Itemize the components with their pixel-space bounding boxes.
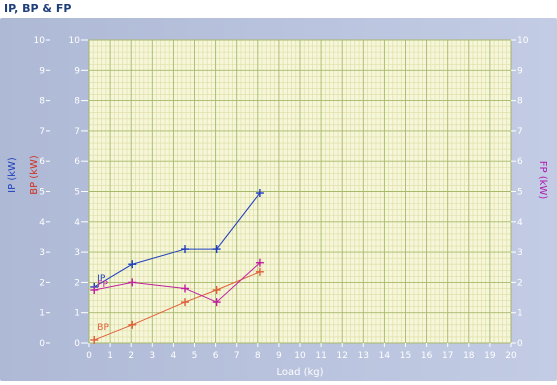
x-tick-label: 16 [421,351,433,361]
fp-tick-label: 1 [517,309,523,319]
bp-tick-label: 9 [74,66,80,76]
bp-tick-label: 7 [74,127,80,137]
x-tick-label: 3 [149,351,155,361]
ip-tick-label: 0 [39,339,45,349]
series-label-fp: FP [97,280,108,290]
x-tick-label: 6 [213,351,219,361]
bp-tick-label: 2 [74,278,80,288]
fp-tick-label: 0 [517,339,523,349]
bp-tick-label: 3 [74,248,80,258]
x-tick-label: 18 [463,351,475,361]
fp-tick-label: 8 [517,97,523,107]
bp-tick-label: 6 [74,157,80,167]
bp-tick-label: 5 [74,188,80,198]
line-chart: 0 1 2 3 4 5 6 7 8 9 10 11 12 13 14 15 16 17 18 19 20 0123456… [0,18,557,381]
ip-tick-label: 7 [39,127,45,137]
ip-axis-label: IP (kW) [7,157,18,193]
x-tick-label: 14 [379,351,391,361]
x-tick-label: 13 [358,351,369,361]
ip-tick-label: 3 [39,248,45,258]
bp-tick-label: 4 [74,218,80,228]
x-tick-label: 17 [442,351,453,361]
x-tick-label: 11 [315,351,326,361]
fp-axis: 0 1 2 3 4 5 6 7 8 9 10 [511,36,529,349]
series-fp: FP [90,258,264,307]
x-tick-label: 5 [192,351,198,361]
x-tick-label: 1 [107,351,113,361]
series-label-ip: IP [97,274,106,284]
fp-tick-label: 7 [517,127,523,137]
bp-tick-label: 10 [69,36,81,46]
bp-tick-label: 1 [74,309,80,319]
x-tick-label: 9 [276,351,282,361]
x-tick-label: 0 [86,351,92,361]
fp-tick-label: 9 [517,66,523,76]
bp-axis-label: BP (kW) [29,155,40,195]
ip-tick-label: 10 [34,36,46,46]
ip-tick-label: 5 [39,188,45,198]
fp-tick-label: 3 [517,248,523,258]
x-axis-label: Load (kg) [276,367,323,378]
ip-tick-label: 4 [39,218,45,228]
series-bp: BP [90,267,264,344]
fp-tick-label: 5 [517,188,523,198]
ip-tick-label: 9 [39,66,45,76]
ip-tick-label: 6 [39,157,45,167]
ip-tick-label: 2 [39,278,45,288]
bp-axis: 0 1 2 3 4 5 6 7 8 9 10 [69,36,88,349]
ip-axis: 0 1 2 3 4 5 6 7 8 9 10 [34,36,50,349]
chart-title: IP, BP & FP [4,2,72,15]
major-grid [88,39,512,344]
fp-axis-label: FP (kW) [537,161,548,200]
x-tick-label: 12 [336,351,347,361]
bp-tick-label: 8 [74,97,80,107]
ip-tick-label: 1 [39,309,45,319]
series-label-bp: BP [97,323,109,333]
x-axis: 0 1 2 3 4 5 6 7 8 9 10 11 12 13 14 15 16 17 18 19 20 [86,343,517,361]
x-tick-label: 19 [484,351,496,361]
x-tick-label: 10 [294,351,306,361]
x-tick-label: 8 [255,351,261,361]
fp-tick-label: 10 [517,36,529,46]
x-tick-label: 15 [400,351,411,361]
fp-tick-label: 4 [517,218,523,228]
ip-tick-label: 8 [39,97,45,107]
x-tick-label: 20 [505,351,517,361]
x-tick-label: 7 [234,351,240,361]
x-tick-label: 2 [128,351,134,361]
fp-tick-label: 6 [517,157,523,167]
x-tick-label: 4 [171,351,177,361]
series-group: IP BP FP [90,189,264,344]
bp-tick-label: 0 [74,339,80,349]
fp-tick-label: 2 [517,278,523,288]
